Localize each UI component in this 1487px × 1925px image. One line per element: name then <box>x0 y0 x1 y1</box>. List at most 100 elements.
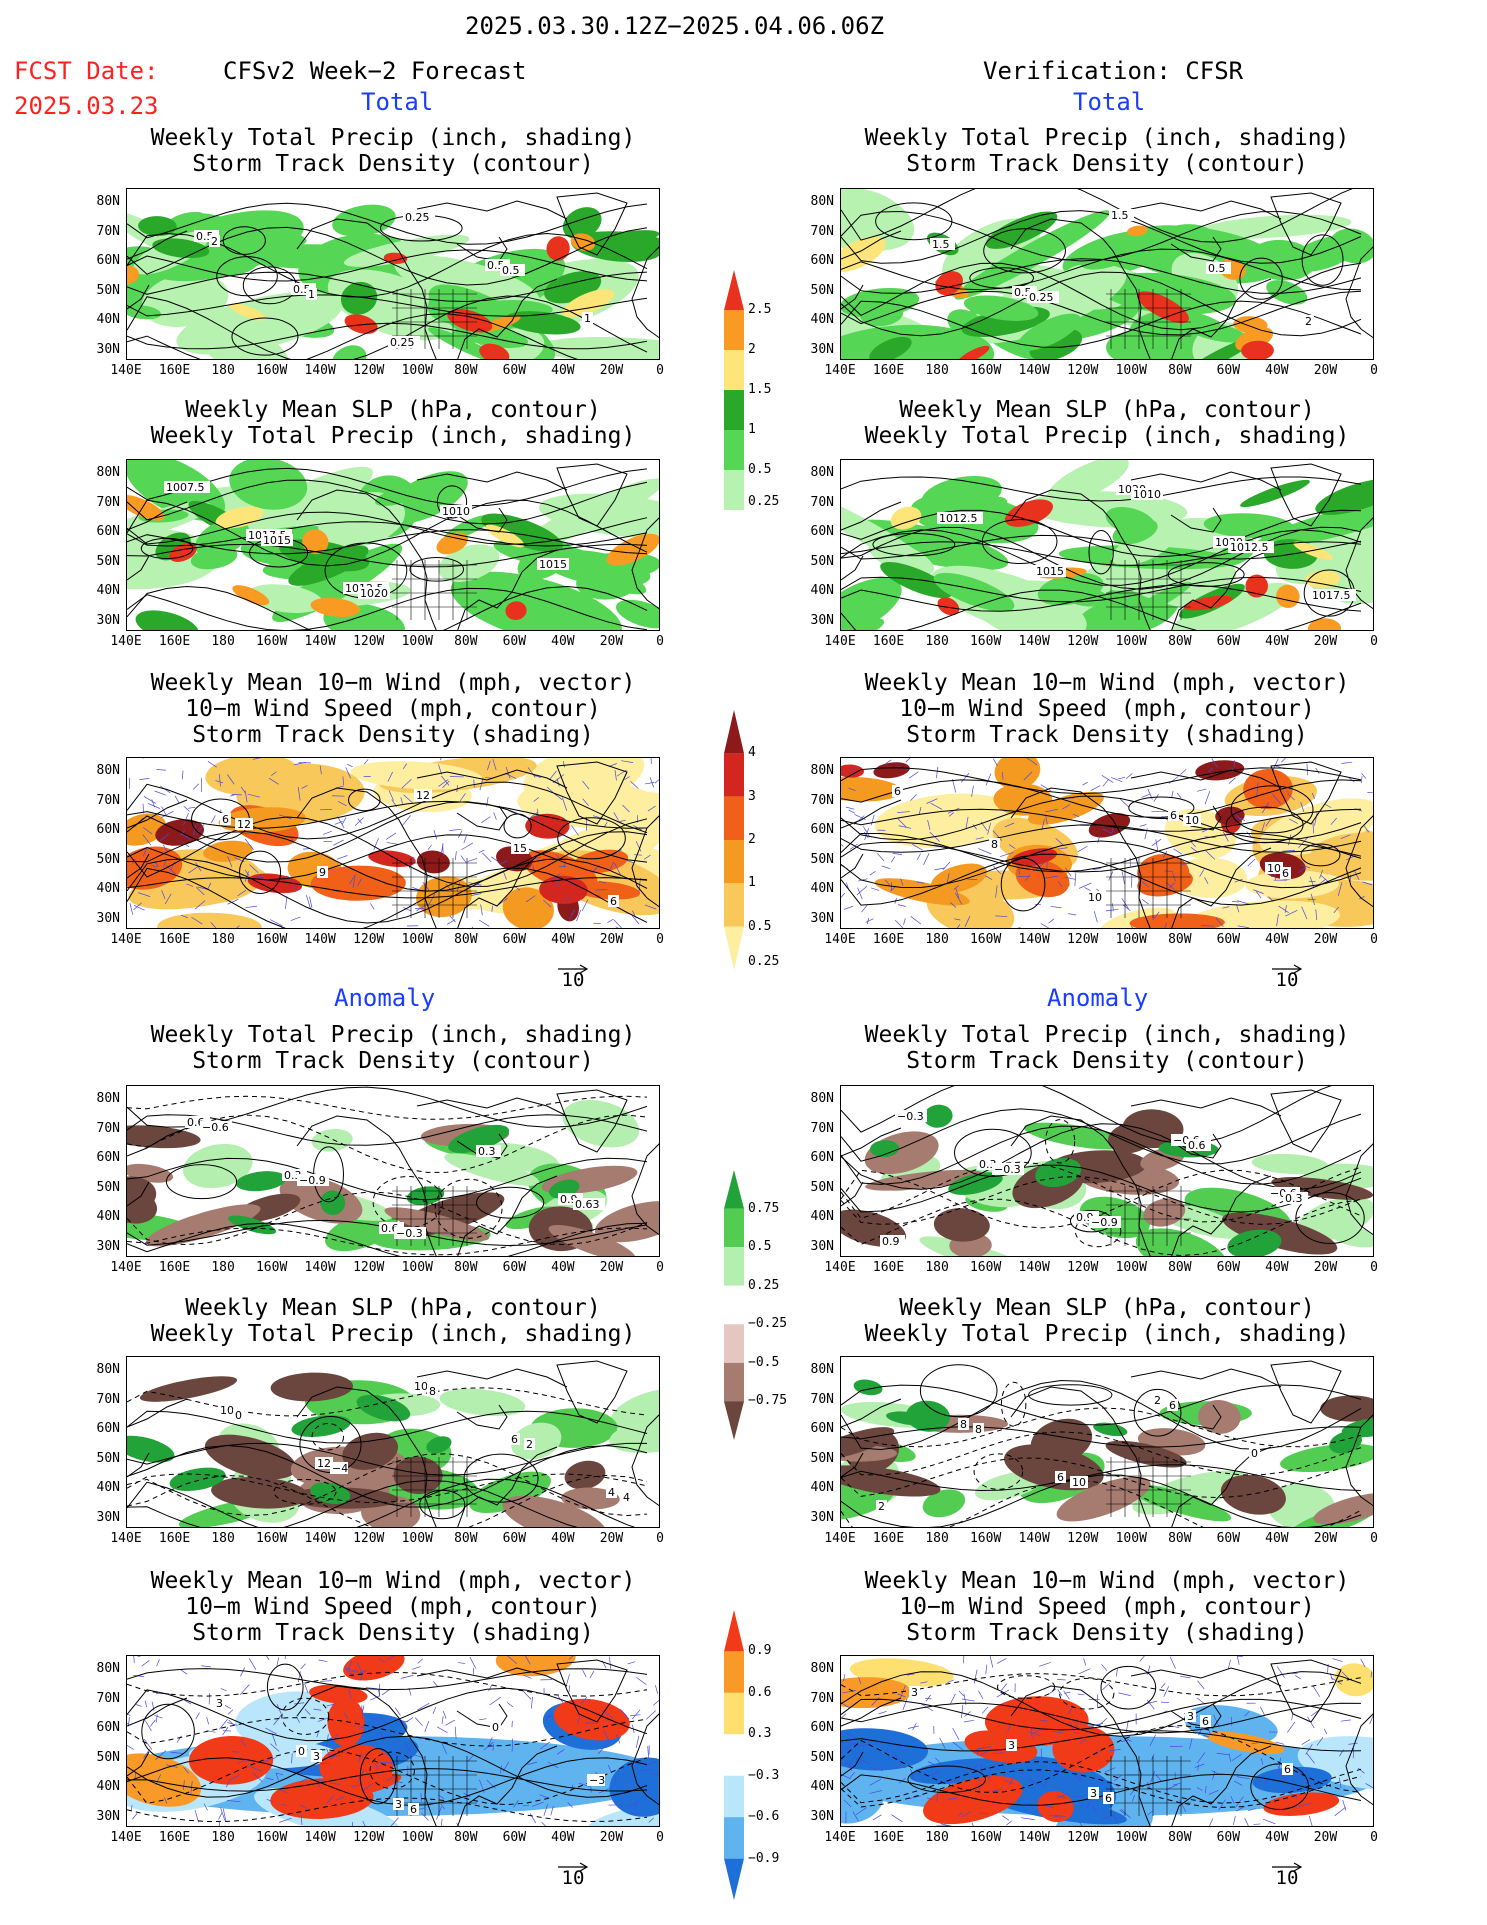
ob-precip-anom-lon-label: 120W <box>1067 1260 1099 1275</box>
ob-wind-anom-lon-label: 20W <box>1313 1830 1338 1845</box>
ob-slp-anom-lon-label: 40W <box>1265 1531 1289 1546</box>
fc-precip-total-lat-label: 60N <box>96 253 120 268</box>
ob-slp-anom-lat-label: 70N <box>810 1391 834 1407</box>
fc-precip-anom-lon-label: 120W <box>353 1260 385 1275</box>
colorbar-storm-anomaly-label: 0.6 <box>748 1684 772 1700</box>
fc-precip-total-lon-label: 100W <box>401 363 433 378</box>
ob-wind-total-map: 6 10 6 8 10 10 6 <box>840 757 1374 929</box>
ob-precip-total-lon-label: 80W <box>1168 363 1192 378</box>
ob-precip-total-contour-label: 1.5 <box>932 238 950 251</box>
ob-wind-anom-title-line-2: 10−m Wind Speed (mph, contour) <box>899 1594 1315 1620</box>
fc-wind-anom-map: 0 3 0 −3 3 3 6 <box>126 1655 660 1827</box>
colorbar-storm-total-swatch <box>724 753 744 797</box>
ob-wind-total-lon-label: 20W <box>1313 932 1338 947</box>
ob-slp-anom-lon-label: 180 <box>925 1531 949 1546</box>
fc-slp-anom-lat-label: 70N <box>96 1391 120 1407</box>
fc-wind-total-vector-ref-label: 10 <box>561 969 585 991</box>
fc-slp-anom-map-graphic: 10 12 10 6 4 0 −4 8 2 4 <box>127 1360 659 1527</box>
ob-precip-anom-lon-label: 80W <box>1168 1260 1192 1275</box>
fc-precip-total-lat-label: 40N <box>96 312 120 327</box>
fc-slp-anom-lon-label: 100W <box>401 1531 433 1546</box>
ob-precip-anom-lat-label: 60N <box>810 1150 834 1165</box>
fc-precip-total-contour-label: 0.5 <box>502 264 520 277</box>
ob-precip-total-lat-label: 80N <box>810 194 834 209</box>
colorbar-storm-total-label: 1 <box>748 875 756 891</box>
ob-precip-anom-lat-label: 40N <box>810 1209 834 1224</box>
ob-wind-anom-lat-label: 50N <box>810 1749 834 1765</box>
ob-precip-total-lon-label: 180 <box>925 363 949 378</box>
fc-precip-total-title-line-1: Weekly Total Precip (inch, shading) <box>150 125 636 151</box>
ob-slp-anom-contour-label: 2 <box>1154 1394 1161 1407</box>
ob-precip-anom-contour-label: −0.3 <box>994 1163 1021 1176</box>
ob-wind-total-lon-label: 100W <box>1115 932 1147 947</box>
ob-precip-anom-lon-label: 40W <box>1265 1260 1289 1275</box>
fc-precip-anom-lon-label: 160W <box>255 1260 288 1275</box>
ob-precip-total-lat-label: 70N <box>810 223 834 239</box>
ob-precip-total-contour-label: 1.5 <box>1111 209 1129 222</box>
ob-slp-anom-contour-label: 8 <box>975 1423 982 1436</box>
fc-slp-anom-contour-label: 6 <box>511 1433 518 1446</box>
colorbar-precip-anomaly-label: 0.75 <box>748 1200 780 1216</box>
ob-wind-anom-vector-ref-arrow-icon <box>1270 1857 1304 1876</box>
fc-precip-total-contour-label: 1 <box>584 312 591 325</box>
ob-slp-total-contour-label: 1010 <box>1133 488 1161 501</box>
ob-wind-anom-contour-label: 6 <box>1202 1715 1209 1728</box>
fc-precip-anom-lon-label: 80W <box>454 1260 478 1275</box>
fc-wind-anom-lon-label: 100W <box>401 1830 433 1845</box>
ob-wind-total-lat-label: 60N <box>810 822 834 837</box>
colorbar-precip-total-swatch <box>724 470 744 510</box>
fc-slp-anom-lon-label: 140W <box>304 1531 336 1546</box>
fc-slp-anom-lat-label: 60N <box>96 1421 120 1436</box>
fc-precip-anom-contour-label: −0.9 <box>299 1174 326 1187</box>
ob-precip-anom-contour-label: −0.9 <box>1091 1216 1118 1229</box>
fc-precip-anom-lon-label: 180 <box>211 1260 235 1275</box>
ob-wind-anom-contour-label: 3 <box>911 1686 918 1699</box>
ob-wind-total-contour-label: 10 <box>1267 862 1281 875</box>
fc-precip-total-lat-label: 50N <box>96 282 120 298</box>
fc-wind-anom-vector-ref-label: 10 <box>561 1867 585 1889</box>
fcst-date-label: FCST Date: <box>14 57 159 85</box>
fc-precip-anom-contour-label: 0.63 <box>575 1198 600 1211</box>
fc-precip-anom-lon-label: 100W <box>401 1260 433 1275</box>
fc-wind-anom-title-line-2: 10−m Wind Speed (mph, contour) <box>185 1594 601 1620</box>
colorbar-precip-total-label: 0.5 <box>748 462 772 477</box>
ob-slp-anom-title-line-1: Weekly Mean SLP (hPa, contour) <box>899 1295 1315 1321</box>
ob-wind-anom-lon-label: 140E <box>824 1830 856 1845</box>
section-anomaly-left: Anomaly <box>334 984 436 1012</box>
fc-slp-total-lon-label: 160W <box>255 634 288 649</box>
ob-precip-anom-lat-label: 30N <box>810 1238 834 1254</box>
fc-slp-anom-lon-label: 0 <box>656 1531 664 1546</box>
colorbar-storm-anomaly-swatch <box>724 1817 744 1859</box>
section-total-left: Total <box>361 88 434 116</box>
fc-wind-total-lat-label: 80N <box>96 763 120 778</box>
colorbar-storm-total-swatch <box>724 926 744 970</box>
colorbar-storm-total-swatch <box>724 796 744 840</box>
fc-slp-anom-lon-label: 20W <box>599 1531 624 1546</box>
colorbar-storm-anomaly-label: −0.6 <box>748 1809 780 1825</box>
fc-precip-anom-lon-label: 140E <box>110 1260 142 1275</box>
colorbar-storm-total-label: 2 <box>748 832 756 847</box>
ob-wind-total-title-line-3: Storm Track Density (shading) <box>906 722 1308 748</box>
fc-precip-anom-lon-label: 160E <box>158 1260 191 1275</box>
colorbar-precip-total-swatch <box>724 310 744 350</box>
fc-wind-anom-lon-label: 140W <box>304 1830 336 1845</box>
fc-precip-anom-lon-label: 140W <box>304 1260 336 1275</box>
ob-precip-anom-lat-label: 80N <box>810 1091 834 1106</box>
colorbar-storm-total-label: 3 <box>748 788 756 804</box>
ob-wind-total-contour-label: 10 <box>1185 814 1199 827</box>
fc-precip-total-lon-label: 40W <box>551 363 575 378</box>
ob-precip-total-lon-label: 0 <box>1370 363 1378 378</box>
ob-precip-total-lon-label: 120W <box>1067 363 1099 378</box>
ob-precip-anom-contour-label: 0.6 <box>1188 1139 1206 1152</box>
ob-wind-total-vector-ref-arrow-icon <box>1270 959 1304 978</box>
fc-slp-anom-contour-label: 12 <box>317 1457 331 1470</box>
colorbar-precip-anomaly-swatch <box>724 1247 744 1286</box>
colorbar-precip-total-label: 2 <box>748 342 756 357</box>
ob-wind-anom-lon-label: 0 <box>1370 1830 1378 1845</box>
fc-wind-anom-lon-label: 160E <box>158 1830 191 1845</box>
fc-wind-anom-lon-label: 120W <box>353 1830 385 1845</box>
ob-slp-total-lon-label: 120W <box>1067 634 1099 649</box>
ob-precip-total-lon-label: 40W <box>1265 363 1289 378</box>
